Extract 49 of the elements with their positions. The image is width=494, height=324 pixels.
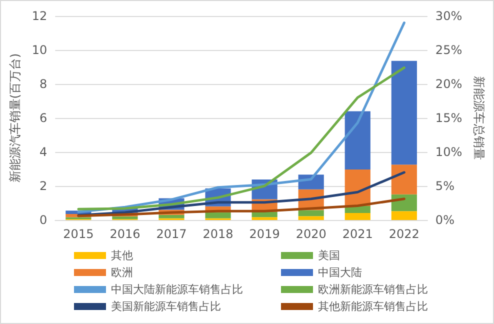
legend-label: 其他新能源车销售占比 bbox=[318, 300, 428, 313]
line-series bbox=[77, 198, 406, 218]
y-tick-label: 8 bbox=[40, 77, 48, 91]
legend-label: 欧洲新能源车销售占比 bbox=[318, 283, 428, 296]
legend-label: 中国大陆 bbox=[318, 266, 362, 279]
bar bbox=[112, 216, 138, 220]
legend-label: 欧洲 bbox=[111, 266, 133, 279]
y2-tick-label: 20% bbox=[435, 77, 462, 91]
bar bbox=[298, 216, 324, 220]
legend-label: 其他 bbox=[111, 249, 133, 262]
bar bbox=[391, 60, 417, 165]
bar bbox=[391, 194, 417, 212]
y-tick-label: 6 bbox=[40, 111, 48, 125]
y-axis-title: 新能源汽车销量(百万台) bbox=[8, 53, 22, 183]
y2-tick-label: 30% bbox=[435, 9, 462, 23]
x-tick-label: 2015 bbox=[63, 227, 94, 241]
bar bbox=[252, 217, 278, 220]
x-tick-label: 2019 bbox=[249, 227, 280, 241]
y2-tick-label: 25% bbox=[435, 43, 462, 57]
y-tick-label: 2 bbox=[40, 179, 48, 193]
y2-tick-label: 10% bbox=[435, 145, 462, 159]
x-tick-label: 2021 bbox=[342, 227, 373, 241]
bar bbox=[205, 212, 231, 218]
y2-tick-label: 0% bbox=[435, 213, 454, 227]
bar bbox=[391, 211, 417, 220]
y2-tick-label: 15% bbox=[435, 111, 462, 125]
legend-label: 美国新能源车销售占比 bbox=[111, 300, 221, 313]
bar bbox=[158, 214, 184, 218]
bar bbox=[298, 210, 324, 216]
bar bbox=[344, 213, 370, 220]
x-tick-label: 2018 bbox=[202, 227, 234, 241]
x-tick-label: 2020 bbox=[296, 227, 326, 241]
legend-label: 美国 bbox=[318, 249, 340, 262]
y-tick-label: 0 bbox=[40, 213, 48, 227]
x-tick-label: 2017 bbox=[156, 227, 187, 241]
y-tick-label: 12 bbox=[32, 9, 48, 23]
bar bbox=[391, 164, 417, 194]
y-tick-label: 4 bbox=[40, 145, 48, 159]
bar bbox=[252, 212, 278, 218]
line-series bbox=[77, 66, 406, 210]
line-series bbox=[77, 171, 406, 216]
bar bbox=[344, 111, 370, 170]
line-series bbox=[77, 22, 406, 214]
x-tick-label: 2022 bbox=[388, 227, 420, 241]
y-tick-label: 10 bbox=[32, 43, 48, 57]
y2-tick-label: 5% bbox=[435, 179, 454, 193]
legend-label: 中国大陆新能源车销售占比 bbox=[111, 283, 243, 296]
x-tick-label: 2016 bbox=[110, 227, 140, 241]
y2-axis-title: 新能源车总销量 bbox=[472, 76, 486, 160]
